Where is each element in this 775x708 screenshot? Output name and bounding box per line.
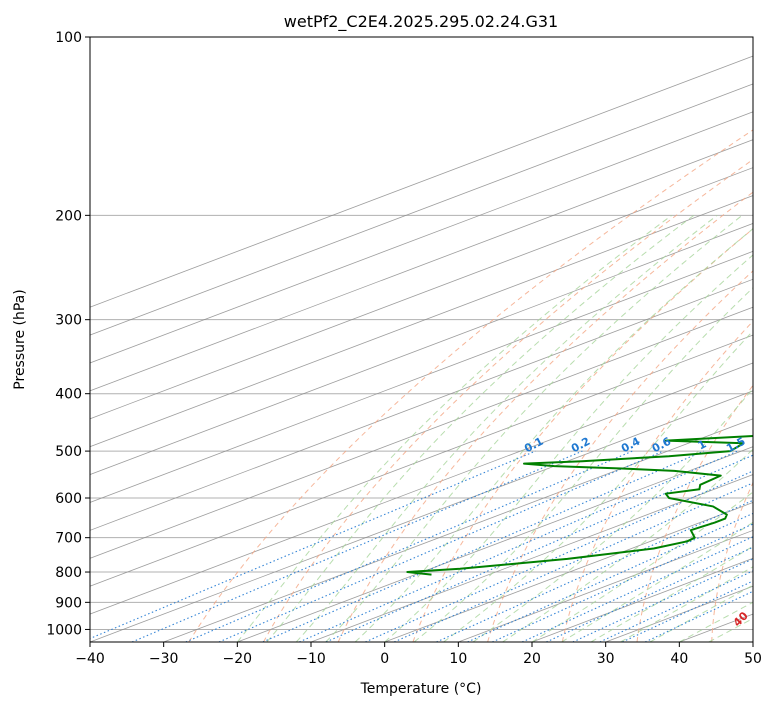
isotherm-label: 30 xyxy=(764,569,775,589)
moist-adiabat-line xyxy=(620,566,753,642)
moist-adiabat-line xyxy=(413,287,753,642)
mixing-ratio-line xyxy=(393,482,753,642)
dewpoint-profile-line xyxy=(406,435,753,576)
isotherm-line xyxy=(90,223,753,476)
x-tick-label: 20 xyxy=(523,651,541,667)
mixing-ratio-line xyxy=(365,470,753,642)
isotherm-line xyxy=(163,418,753,642)
dry-adiabat-line xyxy=(412,228,753,642)
moist-adiabat-line xyxy=(295,214,718,642)
x-tick-label: 10 xyxy=(449,651,467,667)
plot-frame xyxy=(89,36,754,643)
x-tick-label: 50 xyxy=(744,651,762,667)
moist-adiabat-line xyxy=(266,214,695,642)
dry-adiabat-line xyxy=(263,158,753,642)
mixing-ratio-line xyxy=(521,536,753,642)
y-axis-label: Pressure (hPa) xyxy=(12,289,28,389)
x-axis-label: Temperature (°C) xyxy=(360,681,482,697)
moist-adiabat-line xyxy=(590,545,753,642)
isotherm-line xyxy=(90,167,753,420)
isotherm-line xyxy=(384,502,753,642)
isotherm-line xyxy=(90,362,753,615)
chart-title: wetPf2_C2E4.2025.295.02.24.G31 xyxy=(284,12,558,32)
moist-adiabat-line xyxy=(325,214,743,642)
moist-adiabat-line xyxy=(354,228,753,642)
mixing-ratio-line xyxy=(262,450,704,642)
dry-adiabat-line xyxy=(487,270,753,642)
isotherm-line xyxy=(90,195,753,448)
dry-adiabat-line xyxy=(188,129,753,642)
moist-adiabat-line xyxy=(561,521,753,642)
y-tick-label: 900 xyxy=(55,595,82,611)
temperature-profile-line xyxy=(760,37,775,575)
y-axis: 1000 900 800 700 600 500 400 300 200 100 xyxy=(46,30,90,638)
y-tick-label: 400 xyxy=(55,387,82,403)
x-tick-label: −20 xyxy=(223,651,253,667)
moist-adiabat-line xyxy=(472,387,753,642)
y-tick-label: 1000 xyxy=(46,622,82,638)
mixing-ratio-line xyxy=(467,512,753,642)
mixing-ratio-line xyxy=(131,450,583,642)
isotherm-line xyxy=(90,250,753,503)
y-tick-label: 200 xyxy=(55,208,82,224)
moist-adiabat-line xyxy=(236,214,673,642)
isotherm-line xyxy=(90,278,753,531)
isotherm-line xyxy=(752,641,753,642)
x-tick-label: −10 xyxy=(296,651,326,667)
x-tick-label: 0 xyxy=(380,651,389,667)
mixing-ratio-line xyxy=(546,546,753,642)
isotherm-line xyxy=(90,390,753,642)
dry-adiabat-line xyxy=(337,191,753,642)
profiles xyxy=(406,37,775,576)
y-tick-label: 600 xyxy=(55,491,82,507)
thermodynamic-lines xyxy=(90,129,753,642)
isotherm-line xyxy=(90,139,753,392)
x-tick-label: 40 xyxy=(670,651,688,667)
y-tick-label: 500 xyxy=(55,444,82,460)
isotherm-line xyxy=(90,111,753,364)
x-tick-label: −40 xyxy=(75,651,105,667)
plot-area xyxy=(90,37,753,642)
grid-layer xyxy=(90,37,753,642)
mixing-ratio-line xyxy=(436,499,753,642)
x-tick-label: 30 xyxy=(597,651,615,667)
isotherm-line xyxy=(237,446,753,642)
mixing-ratio-line xyxy=(218,450,664,642)
mixing-ratio-line xyxy=(299,450,738,642)
y-tick-label: 100 xyxy=(55,30,82,46)
isotherm-line xyxy=(310,474,753,642)
x-axis: −40 −30 −20 −10 0 10 20 30 40 50 xyxy=(75,642,762,667)
y-tick-label: 800 xyxy=(55,565,82,581)
mixing-ratio-line xyxy=(90,450,536,640)
x-tick-label: −30 xyxy=(149,651,179,667)
dry-adiabat-line xyxy=(636,384,753,642)
mixing-ratio-label: 2 xyxy=(754,437,767,452)
isotherm-line xyxy=(90,306,753,559)
y-tick-label: 300 xyxy=(55,313,82,329)
y-tick-label: 700 xyxy=(55,531,82,547)
mixing-ratio-line xyxy=(492,523,753,642)
isotherm-line xyxy=(90,334,753,587)
isotherm-line xyxy=(90,83,753,336)
moist-adiabat-line xyxy=(443,330,753,642)
isotherm-line xyxy=(90,55,753,308)
moist-adiabat-line xyxy=(384,254,753,642)
